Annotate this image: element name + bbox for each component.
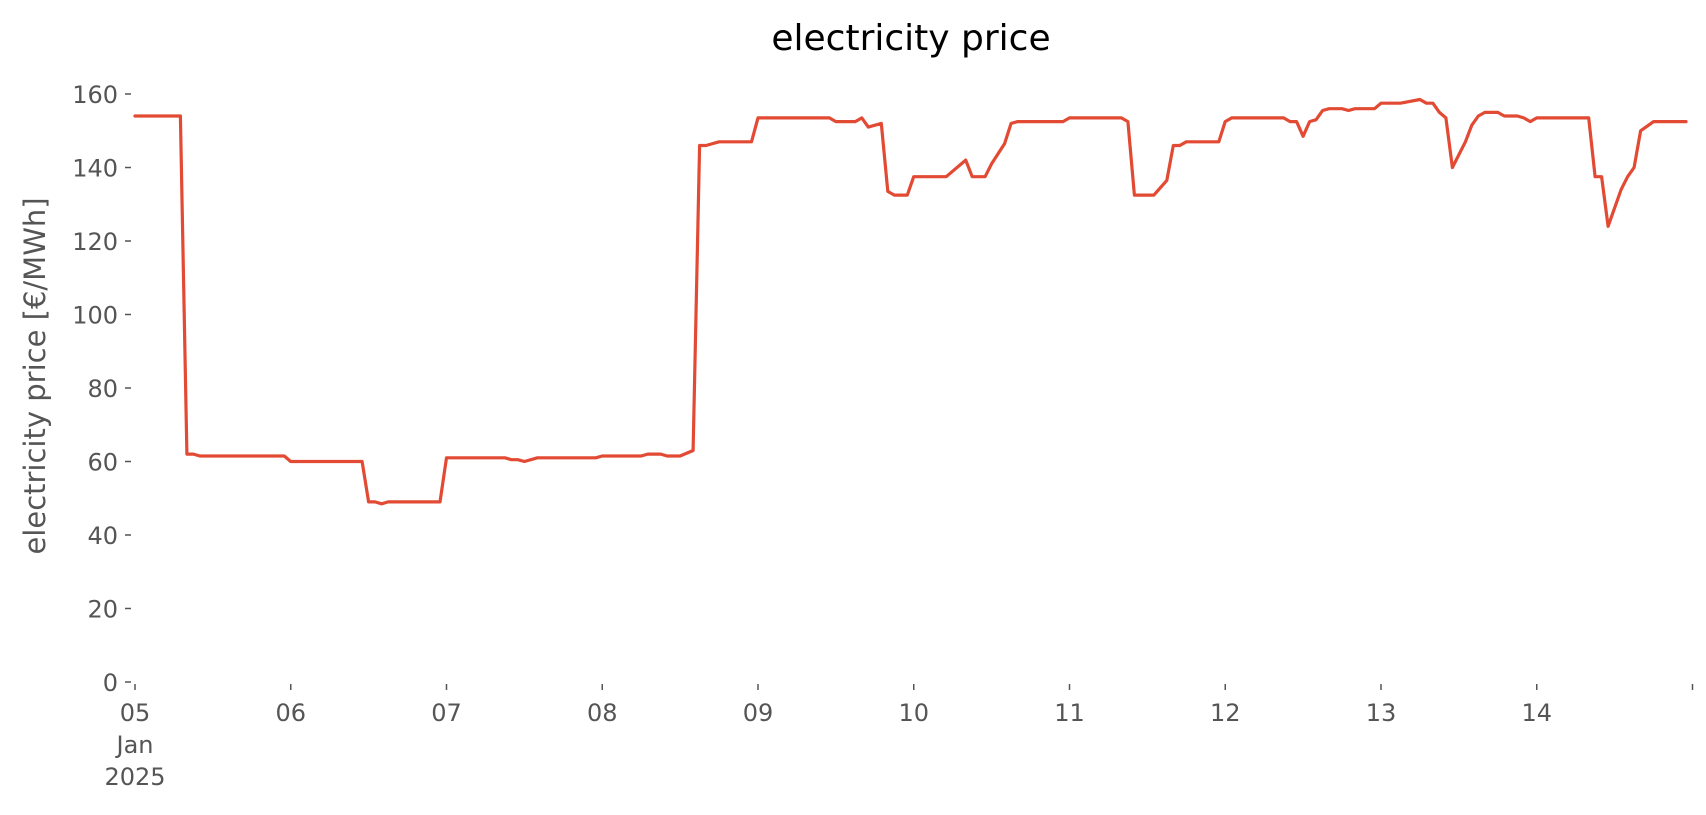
y-axis-label: electricity price [€/MWh] — [18, 197, 52, 554]
x-tick-label: 07 — [431, 699, 462, 727]
y-tick-label: 140 — [72, 155, 118, 183]
x-axis: 05 Jan 2025 06 07 08 09 10 11 12 13 14 — [104, 684, 1694, 791]
x-tick-label: 14 — [1521, 699, 1552, 727]
x-tick-label: 13 — [1366, 699, 1397, 727]
x-tick-label: 2025 — [104, 763, 165, 791]
x-tick-label: 09 — [743, 699, 774, 727]
y-tick-label: 0 — [103, 669, 118, 697]
y-tick-label: 80 — [87, 375, 118, 403]
y-tick-label: 40 — [87, 522, 118, 550]
x-tick-label: 12 — [1210, 699, 1241, 727]
x-tick-label: 08 — [587, 699, 618, 727]
y-tick-label: 60 — [87, 449, 118, 477]
y-axis: 0 20 40 60 80 100 120 140 160 — [72, 81, 131, 697]
y-tick-label: 100 — [72, 302, 118, 330]
y-tick-label: 160 — [72, 81, 118, 109]
x-tick-label: Jan — [115, 731, 154, 759]
x-tick-label: 05 — [120, 699, 151, 727]
x-tick-label: 10 — [898, 699, 929, 727]
chart-title: electricity price — [771, 18, 1050, 59]
y-tick-label: 120 — [72, 228, 118, 256]
y-tick-label: 20 — [87, 596, 118, 624]
x-tick-label: 06 — [275, 699, 306, 727]
series-layer — [133, 97, 1688, 506]
series-line — [133, 97, 1688, 506]
x-tick-label: 11 — [1054, 699, 1085, 727]
